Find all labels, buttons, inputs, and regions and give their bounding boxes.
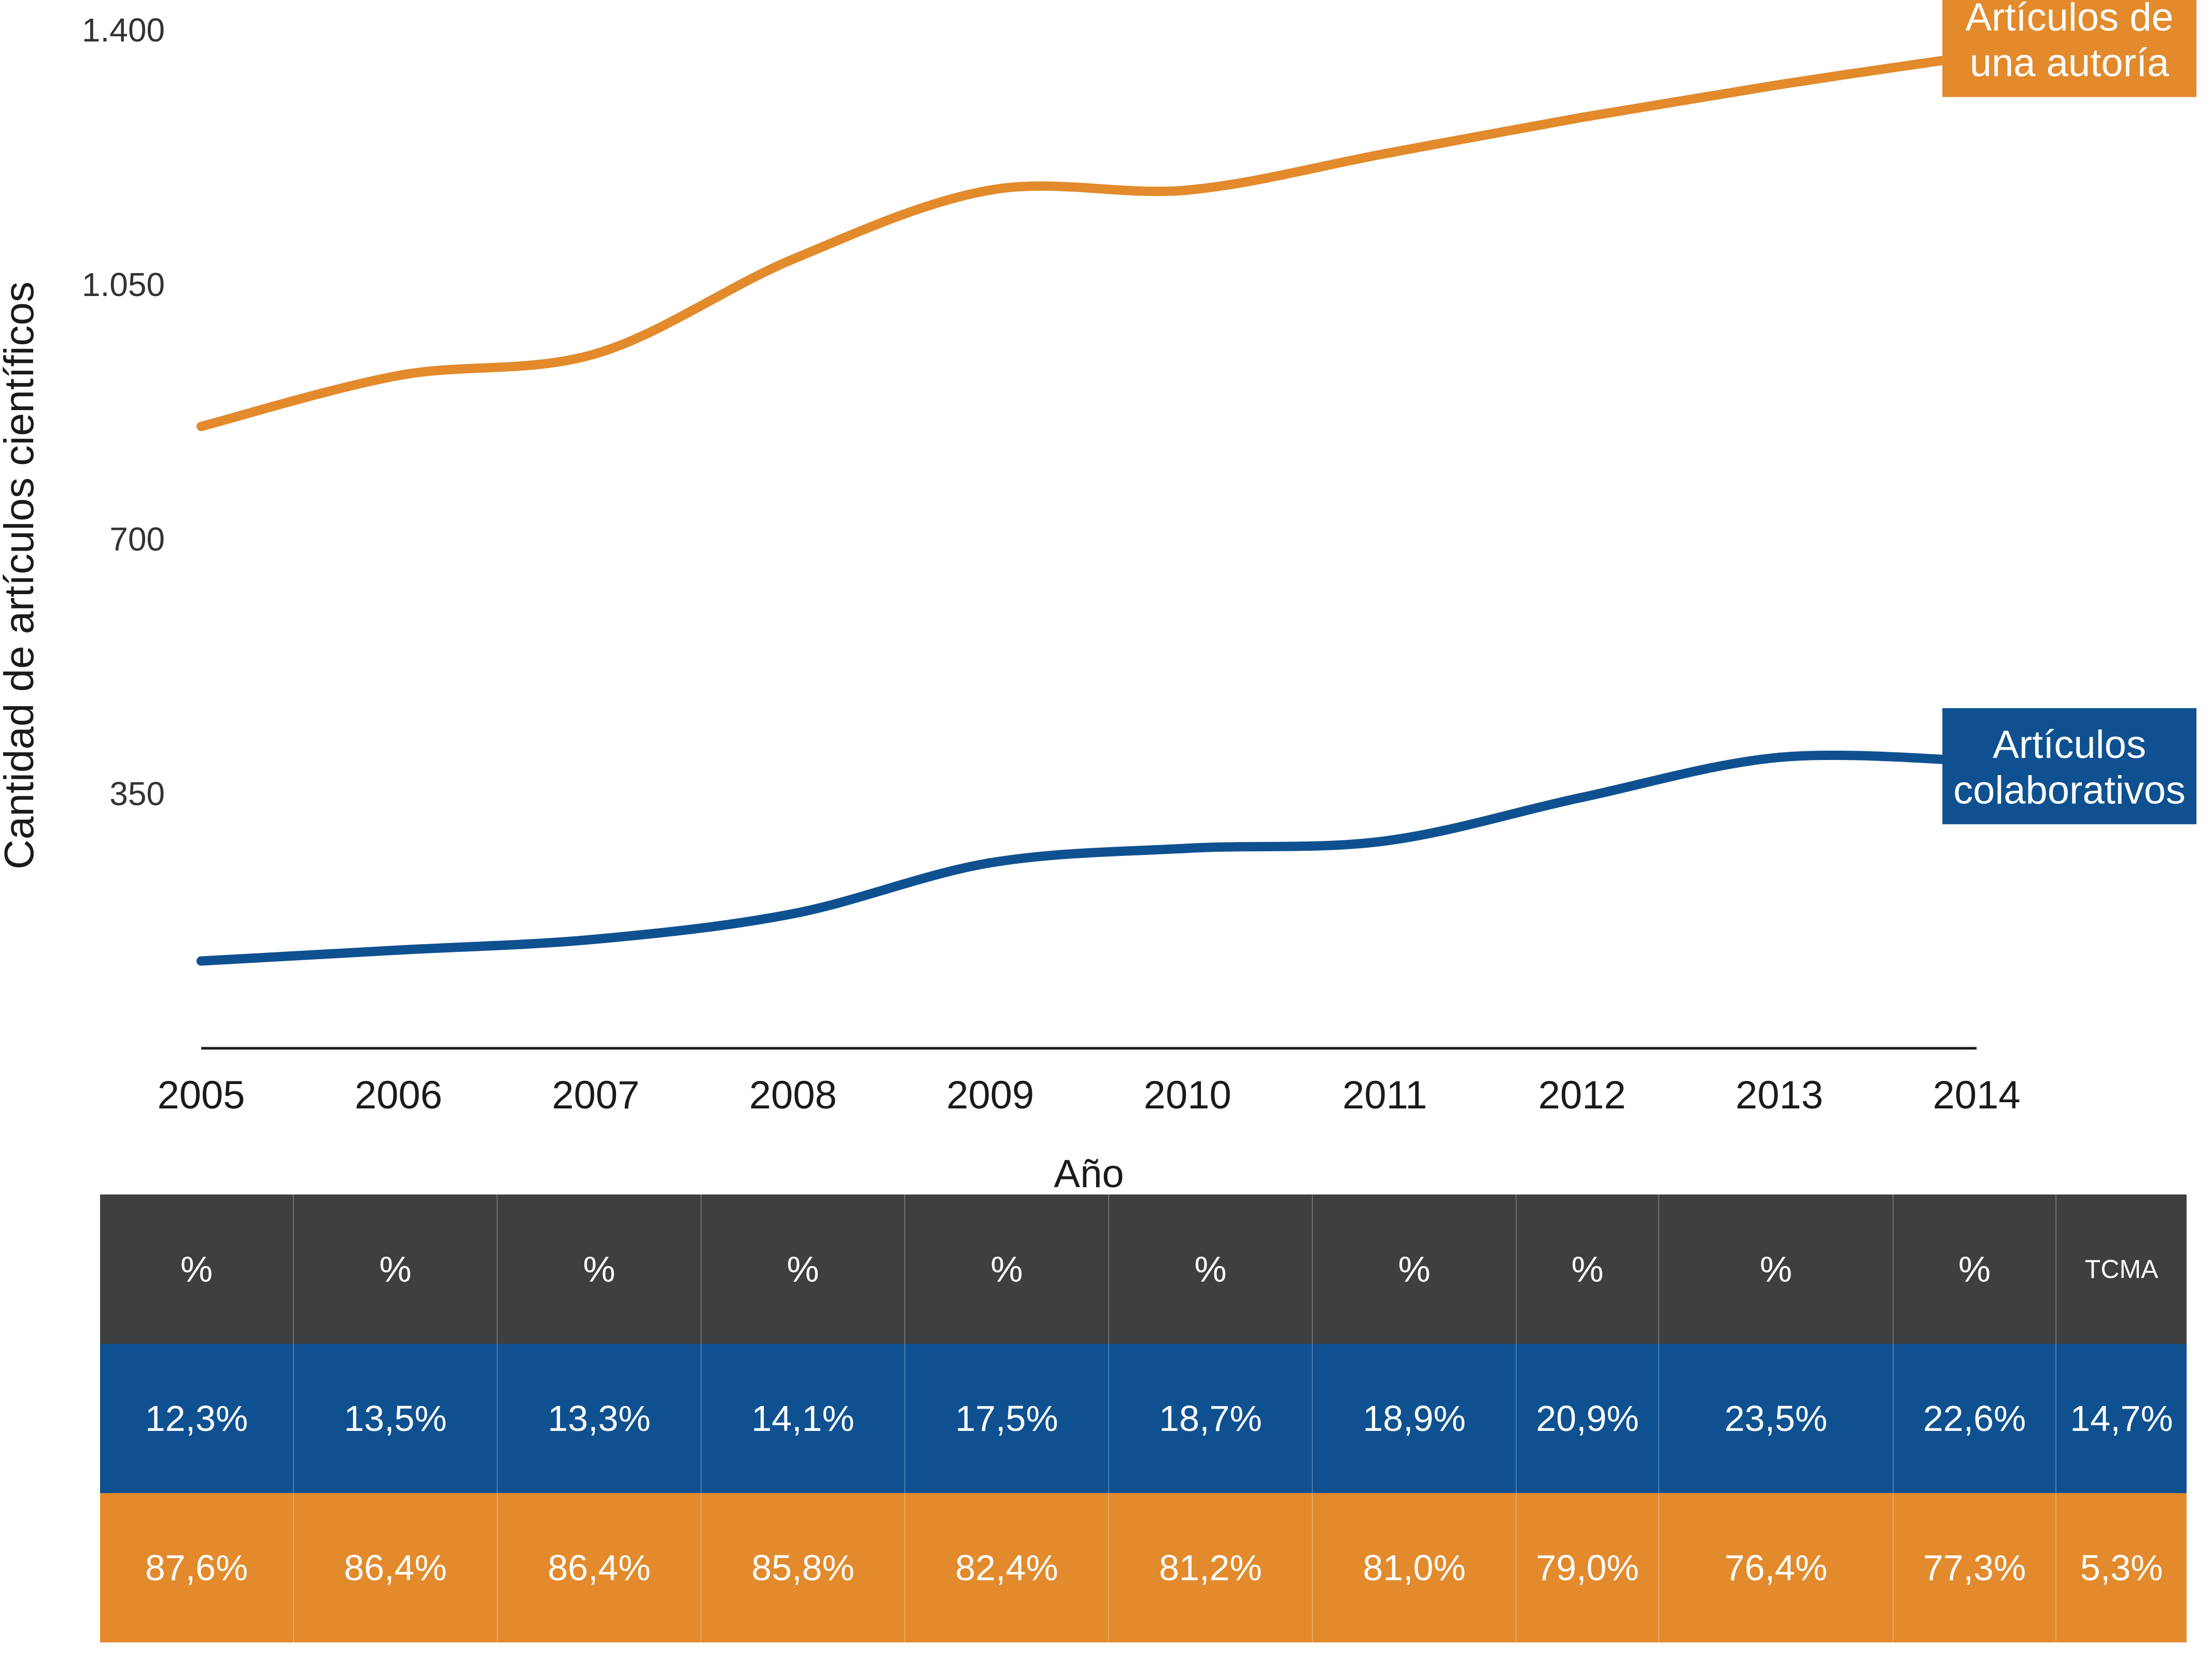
series-lines [197,51,1981,966]
table-cell: 13,5% [293,1344,497,1493]
table-header-cell: % [1893,1194,2056,1344]
table-cell: 86,4% [497,1493,701,1642]
table-header-cell: % [904,1194,1109,1344]
y-tick-label: 1.050 [82,266,165,303]
series-line-1 [197,750,1981,966]
series-0-point [1774,80,1784,90]
series-1-point [1183,843,1193,853]
table-row: 12,3% 13,5% 13,3% 14,1% 17,5% 18,7% 18,9% 20,9%… [100,1344,2187,1493]
series-1-point [1774,752,1784,762]
table-cell: 86,4% [293,1493,497,1642]
series-0-point [591,349,600,359]
table-header-cell: % [100,1194,293,1344]
series-1-point [985,858,995,868]
table-body: %%%%%%%%%% TCMA 12,3% 13,5% 13,3% 14,1% 17,5% 1… [100,1194,2187,1642]
table-cell: 18,9% [1312,1344,1516,1493]
percentage-table: %%%%%%%%%% TCMA 12,3% 13,5% 13,3% 14,1% 17,5% 1… [100,1194,2187,1642]
table-header-cell: % [1108,1194,1312,1344]
table-cell: 18,7% [1108,1344,1312,1493]
y-tick-label: 1.400 [82,11,165,49]
table-cell: 77,3% [1893,1493,2056,1642]
table-cell: 22,6% [1893,1344,2056,1493]
series-label-box [1942,0,2196,97]
x-tick-label: 2014 [1933,1073,2020,1117]
table-cell: 81,0% [1312,1493,1516,1642]
table-cell: 12,3% [100,1344,293,1493]
series-0-point [197,421,206,431]
x-tick-label: 2013 [1735,1073,1823,1117]
series-label-line: una autoría [1970,41,2169,85]
table-cell: 14,1% [701,1344,905,1493]
series-label-line: colaborativos [1953,768,2186,812]
table-header-row: %%%%%%%%%% TCMA [100,1194,2187,1344]
table-cell: 5,3% [2055,1493,2187,1642]
series-0-point [394,371,403,381]
table-cell: 14,7% [2055,1344,2187,1493]
series-1-point [1577,793,1587,803]
series-1-point [394,945,403,955]
x-tick-label: 2012 [1538,1073,1626,1117]
series-0-point [788,254,798,264]
table-row: 87,6% 86,4% 86,4% 85,8% 82,4% 81,2% 81,0% 79,0%… [100,1493,2187,1642]
x-axis-title: Año [1054,1152,1124,1192]
table-cell: 13,3% [497,1344,701,1493]
table-cell: 82,4% [904,1493,1109,1642]
series-0-point [1183,185,1193,195]
table-cell: 76,4% [1658,1493,1893,1642]
table-cell: 85,8% [701,1493,905,1642]
series-label-box [1942,708,2196,824]
line-chart: 350 700 1.050 1.400 2005 2006 2007 2008 2009 201… [0,0,2196,1192]
table-header-cell: % [1658,1194,1893,1344]
table-cell: 23,5% [1658,1344,1893,1493]
series-label-line: Artículos de [1965,0,2173,39]
y-tick-label: 700 [109,521,165,558]
table-header-cell: % [293,1194,497,1344]
y-axis-ticks: 350 700 1.050 1.400 [82,11,165,812]
table-header-cell: % [701,1194,905,1344]
series-1-point [1380,836,1390,846]
series-0-point [985,185,995,195]
x-axis-ticks: 2005 2006 2007 2008 2009 2010 2011 2012 2013 2014 [157,1073,2020,1117]
table-header-cell: TCMA [2055,1194,2187,1344]
table-cell: 79,0% [1516,1493,1659,1642]
x-tick-label: 2005 [157,1073,245,1117]
table-cell: 87,6% [100,1493,293,1642]
x-tick-label: 2011 [1342,1073,1427,1117]
table-header-cell: % [1312,1194,1516,1344]
table-cell: 20,9% [1516,1344,1659,1493]
x-tick-label: 2009 [946,1073,1034,1117]
series-1-point [197,956,206,966]
x-tick-label: 2008 [749,1073,837,1117]
series-1-point [591,934,600,944]
x-tick-label: 2007 [552,1073,639,1117]
table-header-cell: % [1516,1194,1659,1344]
y-tick-label: 350 [109,775,165,812]
series-1-point [788,909,798,919]
series-label-line: Artículos [1993,723,2146,767]
series-0-point [1380,149,1390,159]
table-cell: 17,5% [904,1344,1109,1493]
x-tick-label: 2010 [1144,1073,1231,1117]
series-line-0 [197,51,1981,431]
table-cell: 81,2% [1108,1493,1312,1642]
series-0-point [1577,113,1587,122]
x-tick-label: 2006 [355,1073,442,1117]
y-axis-title: Cantidad de artículos científicos [0,282,42,869]
table-header-cell: % [497,1194,701,1344]
